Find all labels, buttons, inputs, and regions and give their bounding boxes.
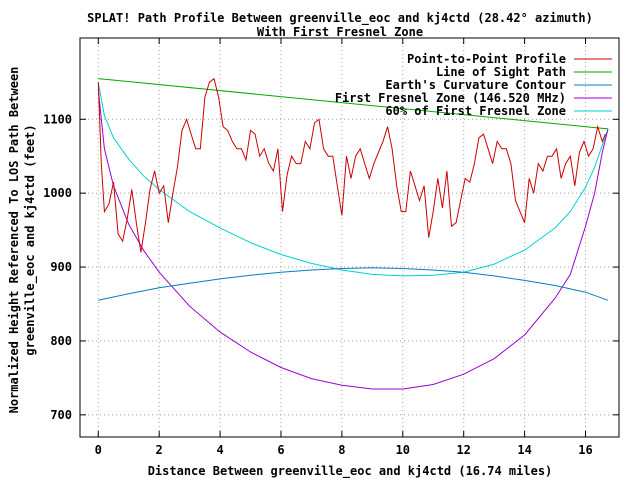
y-axis-label-line1: Normalized Height Referenced To LOS Path… bbox=[7, 67, 21, 414]
x-tick-label: 8 bbox=[338, 443, 345, 457]
y-tick-label: 1000 bbox=[43, 186, 72, 200]
legend-label-60-of-first-fresnel-zone: 60% of First Fresnel Zone bbox=[385, 104, 566, 118]
series-earth-s-curvature-contour bbox=[98, 267, 609, 301]
plot-border bbox=[79, 37, 620, 438]
legend-label-earth-s-curvature-contour: Earth's Curvature Contour bbox=[385, 78, 566, 92]
x-tick-label: 12 bbox=[456, 443, 470, 457]
chart-subtitle: With First Fresnel Zone bbox=[257, 25, 423, 39]
legend-label-line-of-sight-path: Line of Sight Path bbox=[436, 65, 566, 79]
axis-ticks: 0 2 4 6 8 10 12 14 16 700 800 900 1000 1100 bbox=[43, 38, 619, 457]
y-tick-label: 1100 bbox=[43, 112, 72, 126]
chart-title: SPLAT! Path Profile Between greenville_e… bbox=[87, 11, 593, 26]
series-lines bbox=[97, 77, 609, 390]
x-tick-label: 16 bbox=[578, 443, 592, 457]
y-axis-label-line2: greenville_eoc and kj4ctd (feet) bbox=[23, 124, 38, 355]
x-tick-label: 4 bbox=[216, 443, 223, 457]
series-point-to-point-profile bbox=[97, 77, 606, 253]
y-tick-label: 700 bbox=[50, 408, 72, 422]
x-tick-label: 6 bbox=[277, 443, 284, 457]
y-tick-label: 800 bbox=[50, 334, 72, 348]
series-first-fresnel-zone-146-520-mhz bbox=[97, 89, 609, 390]
legend-label-point-to-point-profile: Point-to-Point Profile bbox=[407, 52, 566, 66]
grid bbox=[80, 38, 619, 437]
x-tick-label: 0 bbox=[95, 443, 102, 457]
series-60-of-first-fresnel-zone bbox=[97, 82, 609, 277]
series-line-of-sight-path bbox=[98, 78, 609, 130]
x-tick-label: 2 bbox=[156, 443, 163, 457]
y-tick-label: 900 bbox=[50, 260, 72, 274]
x-axis-label: Distance Between greenville_eoc and kj4c… bbox=[148, 464, 553, 479]
legend-label-first-fresnel-zone-146-520-mhz: First Fresnel Zone (146.520 MHz) bbox=[335, 91, 566, 105]
x-tick-label: 10 bbox=[396, 443, 410, 457]
x-tick-label: 14 bbox=[517, 443, 531, 457]
